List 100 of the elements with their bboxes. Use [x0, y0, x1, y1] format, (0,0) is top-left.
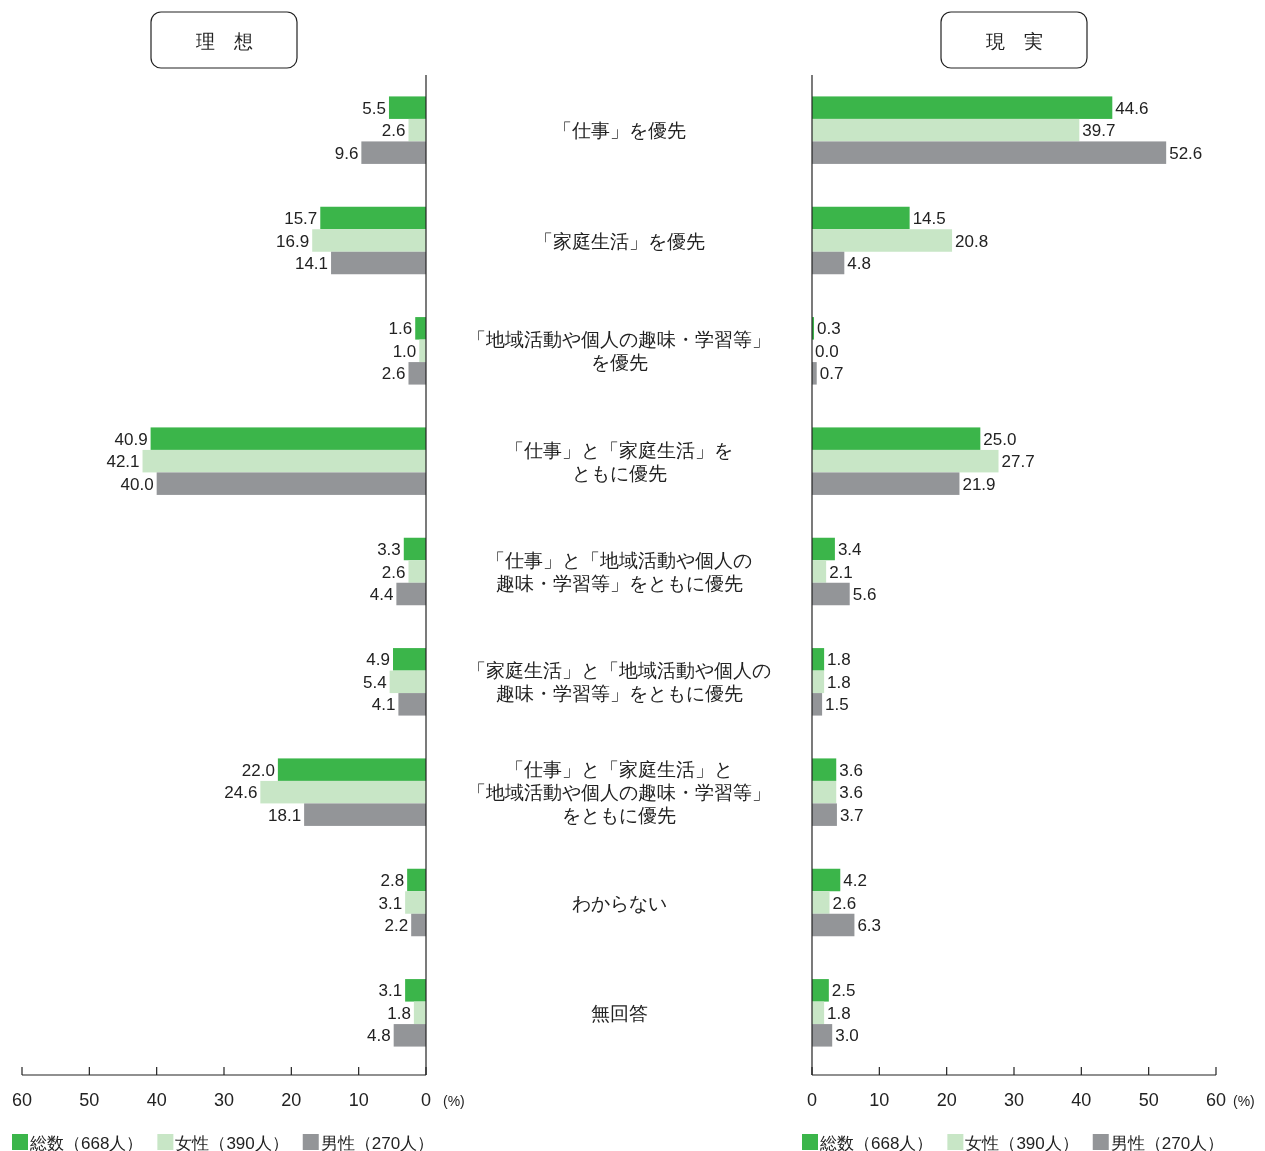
data-label: 3.0: [835, 1026, 859, 1046]
data-label: 14.5: [912, 209, 946, 228]
data-label: 0.7: [819, 364, 844, 384]
data-label: 2.5: [831, 981, 856, 1001]
x-axis-title: (%): [1233, 1093, 1255, 1109]
bar: [361, 141, 426, 164]
bar: [812, 560, 827, 583]
x-tick-label: 20: [936, 1090, 957, 1110]
y-tick-label: 「仕事」と「家庭生活」と「地域活動や個人の趣味・学習等」をともに優先: [467, 759, 771, 827]
bar: [812, 449, 999, 473]
x-tick-label: 40: [1071, 1090, 1092, 1110]
data-label: 18.1: [268, 805, 302, 825]
bar: [812, 913, 855, 937]
bar: [812, 251, 845, 275]
data-label: 2.6: [381, 121, 406, 141]
data-label: 5.4: [363, 672, 387, 692]
y-tick-label: わからない: [571, 892, 667, 914]
data-label: 15.7: [284, 209, 318, 228]
x-tick-label: 20: [281, 1090, 302, 1110]
y-tick-label: 「仕事」を優先: [552, 120, 686, 142]
data-label: 6.3: [857, 916, 882, 935]
data-label: 40.0: [120, 474, 154, 494]
data-label: 40.9: [114, 429, 148, 449]
data-label: 20.8: [955, 231, 989, 251]
data-label: 2.6: [381, 364, 406, 384]
bar: [393, 1024, 426, 1047]
bar: [260, 780, 426, 804]
bar: [405, 891, 426, 914]
bar: [812, 803, 837, 826]
data-label: 1.5: [825, 695, 849, 715]
data-label: 4.8: [367, 1026, 391, 1046]
data-label: 1.8: [827, 650, 851, 670]
bar: [408, 362, 426, 385]
bar: [812, 979, 829, 1002]
data-label: 3.1: [378, 981, 403, 1001]
bar: [389, 670, 426, 694]
bar: [812, 891, 830, 914]
bar: [812, 868, 841, 892]
bar: [408, 560, 426, 583]
data-label: 3.3: [377, 540, 401, 559]
data-label: 1.8: [387, 1003, 411, 1023]
bar: [388, 96, 426, 119]
chart-title: 理 想: [195, 31, 253, 52]
bar: [142, 449, 426, 473]
bar: [812, 472, 960, 495]
data-label: 24.6: [224, 783, 258, 803]
bar: [407, 868, 426, 892]
bar: [408, 118, 426, 142]
bar: [320, 206, 426, 230]
bar: [277, 758, 426, 781]
x-tick-label: 50: [1138, 1090, 1159, 1110]
data-label: 1.8: [827, 672, 851, 692]
bar: [304, 803, 426, 826]
data-label: 52.6: [1169, 143, 1203, 163]
x-tick-label: 60: [11, 1090, 33, 1110]
data-label: 2.2: [384, 916, 409, 935]
bar: [812, 427, 981, 450]
bar: [312, 229, 426, 252]
bar: [812, 582, 850, 606]
bar: [812, 141, 1167, 164]
x-tick-label: 0: [806, 1090, 818, 1110]
y-tick-label: 「仕事」と「家庭生活」をともに優先: [505, 439, 733, 484]
bar: [812, 780, 837, 804]
data-label: 25.0: [983, 429, 1017, 449]
bar: [331, 251, 426, 275]
data-label: 21.9: [962, 474, 996, 494]
chart-title: 現 実: [985, 31, 1043, 52]
x-tick-label: 0: [420, 1090, 432, 1110]
bar: [812, 96, 1113, 119]
bar: [812, 118, 1080, 142]
data-label: 3.4: [837, 540, 862, 559]
data-label: 1.0: [392, 341, 417, 361]
data-label: 1.8: [827, 1003, 851, 1023]
data-label: 0.3: [817, 319, 841, 339]
bar: [812, 1024, 833, 1047]
data-label: 42.1: [106, 452, 140, 472]
bar: [393, 648, 426, 671]
data-label: 5.5: [362, 98, 386, 118]
y-tick-label: 無回答: [590, 1002, 648, 1024]
bar: [150, 427, 426, 450]
bar: [812, 537, 835, 561]
y-tick-label: 「仕事」と「地域活動や個人の趣味・学習等」をともに優先: [486, 550, 752, 594]
data-label: 3.1: [378, 893, 403, 913]
data-label: 2.1: [829, 562, 853, 582]
y-tick-label: 「家庭生活」と「地域活動や個人の趣味・学習等」をともに優先: [467, 660, 771, 705]
data-label: 5.6: [852, 585, 877, 604]
bar: [812, 758, 837, 781]
data-label: 44.6: [1115, 98, 1149, 118]
x-tick-label: 50: [79, 1090, 100, 1110]
x-tick-label: 30: [213, 1090, 235, 1110]
data-label: 4.1: [371, 695, 396, 715]
data-label: 3.6: [839, 783, 863, 803]
bar: [812, 229, 953, 252]
data-label: 4.9: [366, 650, 391, 670]
bar: [405, 979, 426, 1002]
bar: [812, 693, 823, 716]
bar: [812, 206, 910, 230]
data-label: 4.8: [847, 254, 871, 273]
x-tick-label: 40: [146, 1090, 167, 1110]
data-label: 0.0: [815, 341, 839, 361]
